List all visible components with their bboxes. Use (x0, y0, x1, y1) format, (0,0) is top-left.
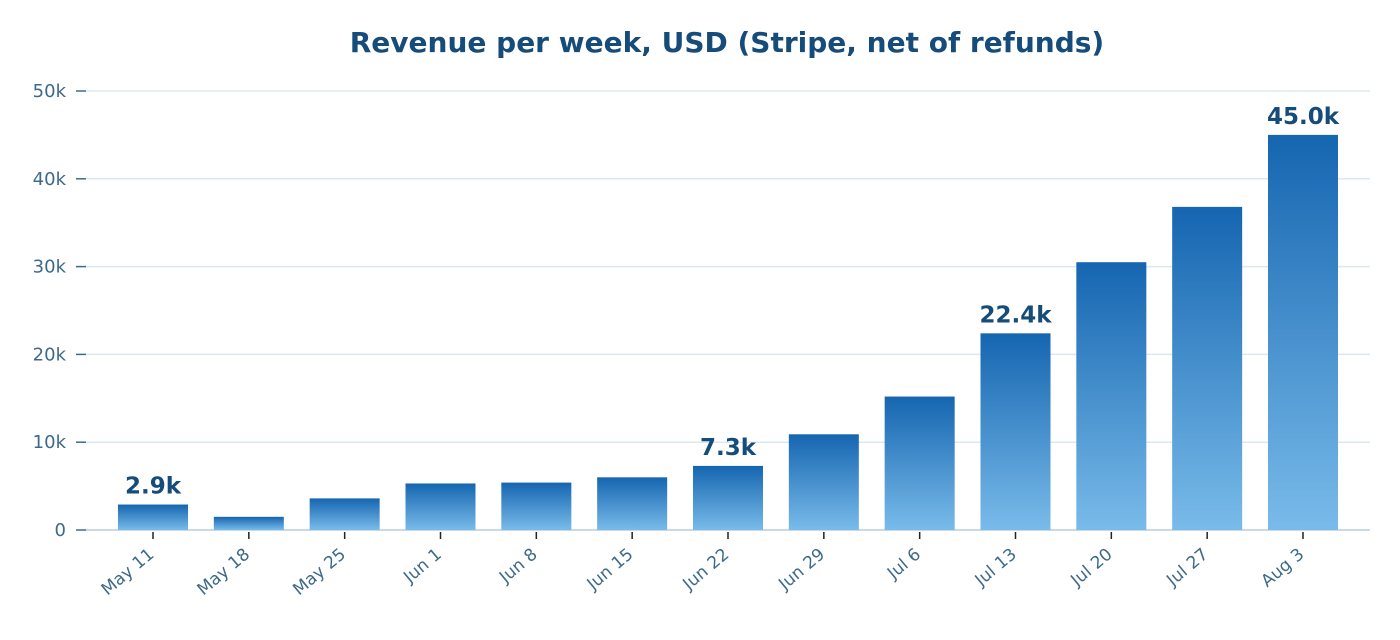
bar (1268, 134, 1338, 530)
bar (1076, 262, 1147, 530)
y-tick-label: 0 (55, 520, 66, 541)
y-tick-label: 50k (33, 81, 67, 102)
x-axis: May 11 May 18 May 25 Jun 1 Jun 8 Jun 15 Jun 22… (98, 532, 1308, 600)
bar (884, 396, 955, 530)
x-tick-label: May 18 (194, 545, 254, 600)
grid-lines (86, 90, 1370, 443)
x-tick-label: Jun 29 (774, 545, 829, 595)
data-labels: 2.9k 7.3k 22.4k 45.0k (125, 104, 1340, 500)
bar (980, 333, 1051, 530)
x-tick-label: Aug 3 (1257, 545, 1308, 592)
x-tick-label: Jul 20 (1067, 545, 1117, 592)
x-tick-label: Jul 13 (971, 545, 1021, 592)
x-tick-label: Jun 1 (399, 545, 445, 588)
x-tick-label: Jul 27 (1162, 545, 1212, 592)
bar (309, 498, 380, 530)
bar (597, 477, 668, 530)
x-tick-label: Jun 22 (679, 545, 734, 595)
bar (693, 465, 763, 530)
y-tick-label: 30k (33, 257, 67, 278)
bar (213, 516, 284, 530)
data-label: 2.9k (125, 474, 182, 500)
x-tick-label: Jun 15 (583, 545, 638, 595)
bar (1172, 206, 1243, 530)
bar (501, 482, 572, 530)
x-tick-label: May 25 (289, 545, 349, 600)
y-tick-label: 40k (33, 169, 67, 190)
bar (118, 504, 188, 530)
bars (118, 134, 1338, 530)
data-label: 22.4k (979, 302, 1052, 328)
y-tick-label: 10k (33, 432, 67, 453)
data-label: 45.0k (1267, 104, 1340, 130)
chart-title: Revenue per week, USD (Stripe, net of re… (350, 26, 1104, 59)
y-tick-label: 20k (33, 344, 67, 365)
x-tick-label: Jun 8 (495, 545, 541, 588)
data-label: 7.3k (700, 435, 757, 461)
bar (788, 434, 859, 530)
x-tick-label: May 11 (98, 545, 158, 600)
x-tick-label: Jul 6 (883, 545, 925, 585)
bar (405, 483, 476, 530)
